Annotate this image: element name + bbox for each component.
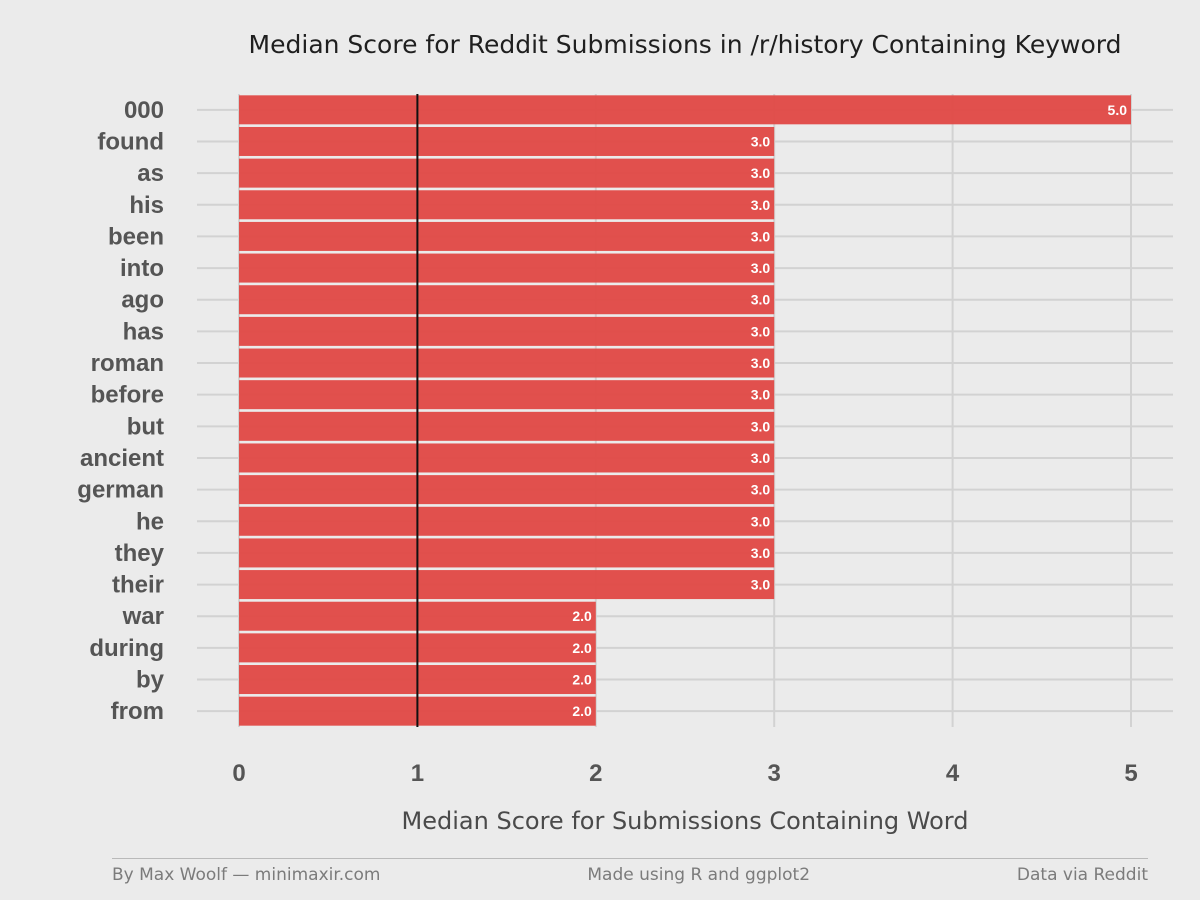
y-tick-label: ago: [121, 287, 164, 314]
data-label: 2.0: [572, 608, 592, 624]
data-label: 5.0: [1108, 102, 1128, 118]
bar: [239, 348, 775, 378]
x-tick-label: 0: [232, 760, 245, 787]
data-label: 3.0: [751, 450, 771, 466]
y-axis-tick-labels: 000 found as his been into ago has roman before bu…: [77, 97, 164, 725]
chart-title: Median Score for Reddit Submissions in /…: [249, 30, 1122, 59]
data-label: 3.0: [751, 292, 771, 308]
data-label: 3.0: [751, 418, 771, 434]
y-tick-label: war: [122, 603, 164, 630]
y-tick-label: german: [77, 477, 164, 504]
footer-credit: By Max Woolf — minimaxir.com: [112, 865, 381, 885]
data-label: 3.0: [751, 260, 771, 276]
y-tick-label: before: [91, 382, 164, 409]
bar: [239, 221, 775, 251]
bar: [239, 475, 775, 505]
x-tick-label: 1: [411, 760, 424, 787]
x-tick-label: 5: [1124, 760, 1137, 787]
y-tick-label: found: [97, 128, 164, 155]
data-label: 3.0: [751, 165, 771, 181]
data-label: 2.0: [572, 703, 592, 719]
data-label: 3.0: [751, 387, 771, 403]
bar: [239, 316, 775, 346]
y-tick-label: has: [123, 318, 164, 345]
bar: [239, 95, 1131, 125]
y-tick-label: their: [112, 572, 164, 599]
data-label: 2.0: [572, 672, 592, 688]
x-tick-label: 2: [589, 760, 602, 787]
y-tick-label: been: [108, 223, 164, 250]
y-tick-label: ancient: [80, 445, 164, 472]
data-label: 3.0: [751, 323, 771, 339]
x-tick-label: 4: [946, 760, 960, 787]
y-tick-label: as: [137, 160, 164, 187]
bars: [239, 95, 1131, 726]
data-label: 3.0: [751, 545, 771, 561]
data-label: 3.0: [751, 513, 771, 529]
y-tick-label: his: [129, 192, 164, 219]
data-label: 3.0: [751, 197, 771, 213]
grid-lines: [197, 94, 1173, 727]
bar: [239, 570, 775, 600]
y-tick-label: by: [136, 667, 165, 694]
data-label: 2.0: [572, 640, 592, 656]
bar: [239, 158, 775, 188]
footer-tools: Made using R and ggplot2: [587, 865, 811, 885]
bar: [239, 506, 775, 536]
x-axis-title: Median Score for Submissions Containing …: [402, 807, 969, 835]
bar: [239, 443, 775, 473]
data-label: 3.0: [751, 482, 771, 498]
y-tick-label: into: [120, 255, 164, 282]
bar: [239, 380, 775, 410]
y-tick-label: they: [115, 540, 165, 567]
y-tick-label: from: [111, 698, 164, 725]
x-tick-label: 3: [768, 760, 781, 787]
bar: [239, 190, 775, 220]
y-tick-label: roman: [91, 350, 164, 377]
data-label: 3.0: [751, 133, 771, 149]
bar-chart: Median Score for Reddit Submissions in /…: [77, 30, 1173, 835]
data-labels: 5.0 3.0 3.0 3.0 3.0 3.0 3.0 3.0 3.0 3.0 3.0 3.0 3.0 3…: [572, 102, 1127, 719]
chart-footer: By Max Woolf — minimaxir.com Made using …: [112, 858, 1148, 885]
y-tick-label: during: [89, 635, 164, 662]
data-label: 3.0: [751, 355, 771, 371]
bar: [239, 411, 775, 441]
y-tick-label: he: [136, 508, 164, 535]
data-label: 3.0: [751, 577, 771, 593]
footer-source: Data via Reddit: [1016, 865, 1148, 885]
y-tick-label: but: [127, 413, 164, 440]
data-label: 3.0: [751, 228, 771, 244]
bar: [239, 538, 775, 568]
x-axis-tick-labels: 0 1 2 3 4 5: [232, 760, 1137, 787]
bar: [239, 285, 775, 315]
bar: [239, 253, 775, 283]
bar: [239, 126, 775, 156]
y-tick-label: 000: [124, 97, 164, 124]
